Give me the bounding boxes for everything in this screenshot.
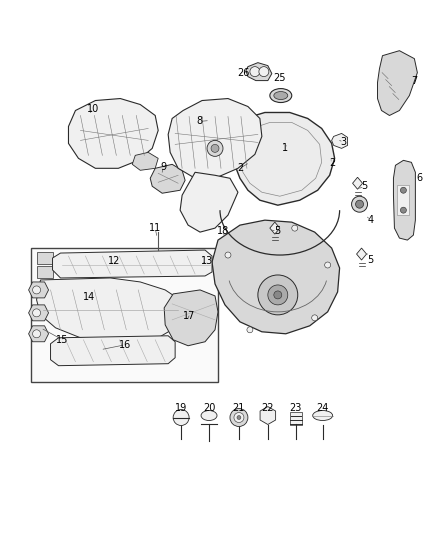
Polygon shape <box>28 305 49 321</box>
Polygon shape <box>260 407 276 424</box>
Text: 24: 24 <box>317 402 329 413</box>
Polygon shape <box>53 250 212 278</box>
Circle shape <box>400 207 406 213</box>
Circle shape <box>292 225 298 231</box>
Circle shape <box>325 262 331 268</box>
Text: 15: 15 <box>57 335 69 345</box>
Circle shape <box>230 409 248 426</box>
Text: 21: 21 <box>233 402 245 413</box>
Circle shape <box>207 140 223 156</box>
Circle shape <box>352 196 367 212</box>
Polygon shape <box>212 220 339 334</box>
Bar <box>397 185 410 215</box>
Bar <box>290 411 302 425</box>
Circle shape <box>268 285 288 305</box>
Circle shape <box>234 413 244 423</box>
Text: 20: 20 <box>203 402 215 413</box>
Polygon shape <box>50 336 175 366</box>
Text: 5: 5 <box>361 181 367 191</box>
Circle shape <box>32 330 41 338</box>
Polygon shape <box>246 63 272 80</box>
Circle shape <box>258 275 298 315</box>
Circle shape <box>237 416 241 419</box>
Polygon shape <box>228 112 335 205</box>
Ellipse shape <box>270 88 292 102</box>
Circle shape <box>259 67 269 77</box>
Text: 19: 19 <box>175 402 187 413</box>
Polygon shape <box>276 134 295 152</box>
Bar <box>37 266 53 278</box>
Polygon shape <box>164 290 218 346</box>
Polygon shape <box>332 133 348 148</box>
Polygon shape <box>180 172 238 232</box>
Text: 8: 8 <box>196 117 202 126</box>
Text: 2: 2 <box>237 163 243 173</box>
Circle shape <box>247 327 253 333</box>
Text: 11: 11 <box>149 223 161 233</box>
Text: 3: 3 <box>340 138 346 148</box>
Text: 1: 1 <box>282 143 288 154</box>
Polygon shape <box>37 278 182 342</box>
Polygon shape <box>270 222 280 234</box>
Text: 22: 22 <box>261 402 274 413</box>
Polygon shape <box>28 326 49 342</box>
Polygon shape <box>68 99 158 168</box>
Text: 18: 18 <box>217 226 229 236</box>
Text: 23: 23 <box>290 402 302 413</box>
FancyBboxPatch shape <box>31 248 218 382</box>
Text: 7: 7 <box>411 76 417 86</box>
Text: 17: 17 <box>183 311 195 321</box>
Polygon shape <box>353 177 363 189</box>
Text: 12: 12 <box>108 256 120 266</box>
Circle shape <box>32 309 41 317</box>
Text: 13: 13 <box>201 256 213 266</box>
Circle shape <box>32 286 41 294</box>
Text: 9: 9 <box>160 163 166 172</box>
Bar <box>53 258 63 268</box>
Polygon shape <box>357 248 367 260</box>
Ellipse shape <box>201 410 217 421</box>
Ellipse shape <box>313 410 332 421</box>
Circle shape <box>211 144 219 152</box>
Circle shape <box>274 291 282 299</box>
Circle shape <box>173 409 189 425</box>
Text: 6: 6 <box>416 173 422 183</box>
Ellipse shape <box>274 92 288 100</box>
Text: 26: 26 <box>238 68 250 78</box>
Text: 5: 5 <box>274 226 280 236</box>
Polygon shape <box>393 160 415 240</box>
Circle shape <box>250 67 260 77</box>
Circle shape <box>356 200 364 208</box>
Text: 2: 2 <box>329 158 336 168</box>
Polygon shape <box>150 164 185 193</box>
Text: 5: 5 <box>367 255 374 265</box>
Polygon shape <box>168 99 262 178</box>
Polygon shape <box>28 282 49 298</box>
Text: 25: 25 <box>274 72 286 83</box>
Circle shape <box>312 315 318 321</box>
Circle shape <box>225 252 231 258</box>
Text: 14: 14 <box>83 292 95 302</box>
Circle shape <box>400 187 406 193</box>
Polygon shape <box>378 51 417 116</box>
Text: 4: 4 <box>367 215 374 225</box>
Text: 10: 10 <box>87 103 99 114</box>
Bar <box>37 252 53 264</box>
Polygon shape <box>132 152 158 171</box>
Text: 16: 16 <box>119 340 131 350</box>
